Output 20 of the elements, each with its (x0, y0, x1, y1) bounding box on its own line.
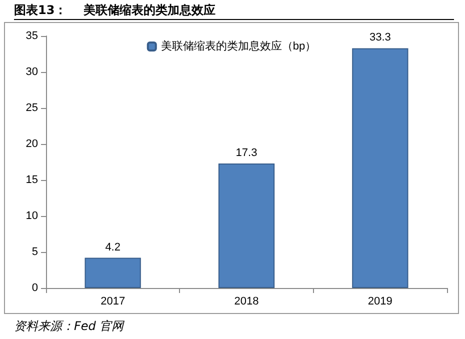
y-tick-label: 5 (32, 246, 38, 258)
text: 资料来源：Fed 官网 (14, 318, 124, 335)
bar (352, 48, 408, 288)
y-tick-label: 0 (32, 282, 38, 294)
y-tick-label: 35 (26, 30, 38, 42)
chart-title: 图表13： 美联储缩表的类加息效应 (14, 2, 454, 20)
y-tick-label: 10 (26, 210, 38, 222)
data-label: 17.3 (236, 146, 258, 159)
y-tick-label: 30 (26, 66, 38, 78)
y-tick-label: 25 (26, 102, 38, 114)
data-label: 33.3 (369, 32, 391, 44)
legend-label: 美联储缩表的类加息效应（bp） (160, 40, 316, 52)
y-tick-label: 20 (26, 138, 38, 150)
x-tick-label: 2018 (234, 296, 259, 308)
x-tick-label: 2017 (100, 296, 126, 308)
bar (218, 163, 275, 288)
bar (84, 258, 141, 288)
x-tick-label: 2019 (368, 296, 392, 308)
data-label: 4.2 (105, 241, 120, 254)
y-tick-label: 15 (26, 174, 38, 186)
